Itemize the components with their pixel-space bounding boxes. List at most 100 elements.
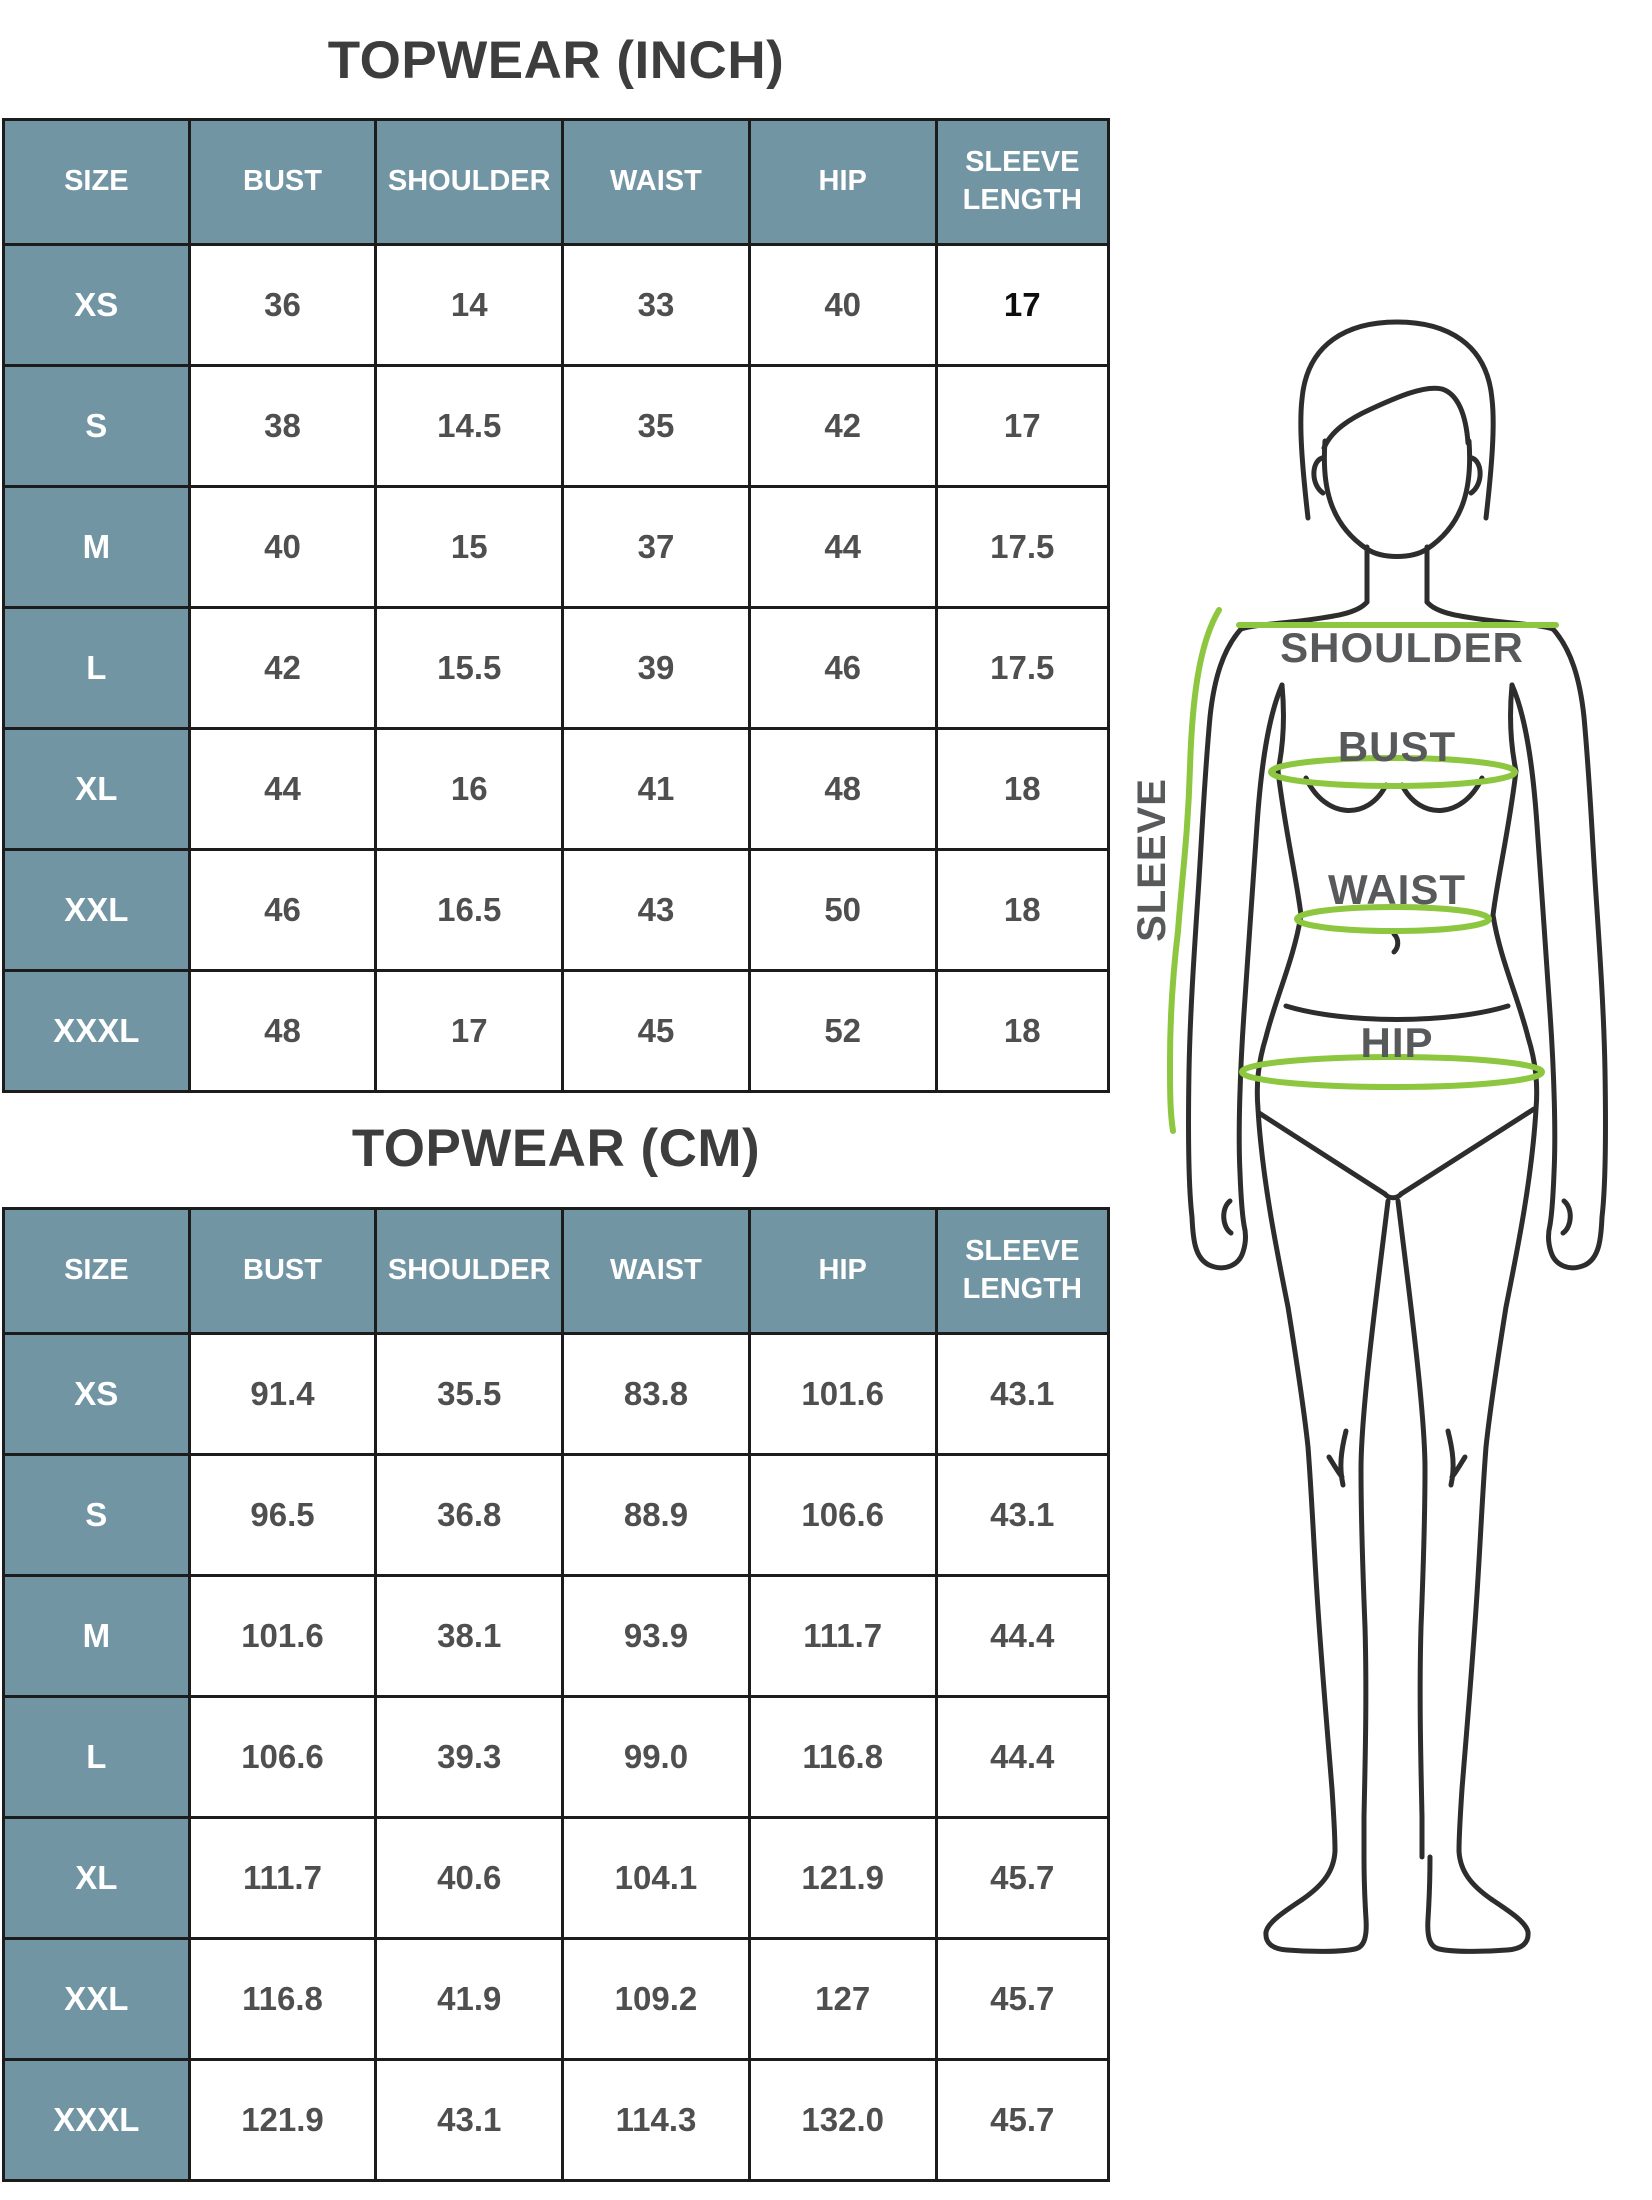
value-cell: 18 <box>934 727 1111 851</box>
hair-outline <box>1298 319 1496 521</box>
value-cell: 33 <box>561 243 751 367</box>
size-cell: XL <box>2 1816 191 1940</box>
value-cell: 17 <box>934 364 1111 488</box>
left-foot <box>1263 1848 1369 1954</box>
navel-mark <box>1391 931 1401 955</box>
size-row-xxl: XXL 116.8 41.9 109.2 127 45.7 <box>2 1937 1111 2061</box>
value-cell: 46 <box>187 848 378 972</box>
column-header-waist: WAIST <box>561 118 751 246</box>
column-header-bust: BUST <box>187 118 378 246</box>
value-cell: 39.3 <box>374 1695 565 1819</box>
value-cell: 45 <box>561 969 751 1093</box>
value-cell: 40 <box>187 485 378 609</box>
crotch-arch <box>1382 1191 1404 1201</box>
column-header-shoulder: SHOULDER <box>374 118 565 246</box>
size-row-xl: XL 44 16 41 48 18 <box>2 727 1111 851</box>
column-header-size: SIZE <box>2 1207 191 1335</box>
right-arm-inner <box>1509 682 1558 1228</box>
value-cell: 40 <box>747 243 938 367</box>
value-cell: 48 <box>747 727 938 851</box>
value-cell: 91.4 <box>187 1332 378 1456</box>
size-cell: S <box>2 1453 191 1577</box>
value-cell: 16.5 <box>374 848 565 972</box>
size-row-m: M 101.6 38.1 93.9 111.7 44.4 <box>2 1574 1111 1698</box>
inner-leg-left <box>1358 1198 1391 1860</box>
female-body-outline <box>1185 319 1609 1954</box>
right-ear <box>1468 455 1483 496</box>
value-cell: 106.6 <box>747 1453 938 1577</box>
value-cell: 18 <box>934 848 1111 972</box>
value-cell: 43.1 <box>934 1453 1111 1577</box>
value-cell: 17 <box>374 969 565 1093</box>
size-cell: XS <box>2 1332 191 1456</box>
sleeve-measure-line <box>1166 607 1222 1134</box>
value-cell: 40.6 <box>374 1816 565 1940</box>
value-cell: 14 <box>374 243 565 367</box>
value-cell: 114.3 <box>561 2058 751 2182</box>
value-cell: 121.9 <box>747 1816 938 1940</box>
waist-measure-line <box>1294 904 1492 934</box>
cm-table-title: TOPWEAR (CM) <box>351 1119 761 1178</box>
torso-leg-right <box>1456 682 1540 1854</box>
value-cell: 106.6 <box>187 1695 378 1819</box>
column-header-sleeve-length: SLEEVE LENGTH <box>934 118 1111 246</box>
figure-label-sleeve: SLEEVE <box>1135 778 1174 942</box>
value-cell: 116.8 <box>747 1695 938 1819</box>
figure-label-hip: HIP <box>1360 1019 1433 1066</box>
face-outline <box>1321 438 1473 559</box>
value-cell: 44.4 <box>934 1574 1111 1698</box>
value-cell: 45.7 <box>934 1937 1111 2061</box>
value-cell: 43 <box>561 848 751 972</box>
size-row-l: L 42 15.5 39 46 17.5 <box>2 606 1111 730</box>
size-cell: M <box>2 485 191 609</box>
size-row-xl: XL 111.7 40.6 104.1 121.9 45.7 <box>2 1816 1111 1940</box>
column-header-hip: HIP <box>747 1207 938 1335</box>
value-cell: 38 <box>187 364 378 488</box>
value-cell: 111.7 <box>187 1816 378 1940</box>
briefs-waistband <box>1283 1003 1511 1022</box>
left-arm-outer <box>1185 626 1248 1271</box>
figure-label-shoulder: SHOULDER <box>1280 624 1524 671</box>
column-header-waist: WAIST <box>561 1207 751 1335</box>
size-cell: S <box>2 364 191 488</box>
size-row-xs: XS 91.4 35.5 83.8 101.6 43.1 <box>2 1332 1111 1456</box>
size-cell: XS <box>2 243 191 367</box>
value-cell: 52 <box>747 969 938 1093</box>
value-cell: 88.9 <box>561 1453 751 1577</box>
value-cell: 43.1 <box>374 2058 565 2182</box>
value-cell: 121.9 <box>187 2058 378 2182</box>
value-cell: 42 <box>747 364 938 488</box>
body-measurement-figure: SHOULDER BUST WAIST HIP SLEEVE <box>1135 319 1609 1954</box>
bust-measure-line <box>1268 755 1518 789</box>
value-cell: 41.9 <box>374 1937 565 2061</box>
left-bust-curve <box>1303 775 1389 813</box>
topwear-inch-table: SIZE BUST SHOULDER WAIST HIP SLEEVE LENGTH XS 3… <box>2 118 1111 1093</box>
size-row-xs: XS 36 14 33 40 17 <box>2 243 1111 367</box>
value-cell: 35 <box>561 364 751 488</box>
size-cell: XXL <box>2 1937 191 2061</box>
value-cell: 111.7 <box>747 1574 938 1698</box>
size-cell: L <box>2 606 191 730</box>
value-cell: 15 <box>374 485 565 609</box>
value-cell: 44.4 <box>934 1695 1111 1819</box>
size-row-m: M 40 15 37 44 17.5 <box>2 485 1111 609</box>
value-cell: 14.5 <box>374 364 565 488</box>
right-knee-marks <box>1445 1428 1468 1488</box>
value-cell: 38.1 <box>374 1574 565 1698</box>
measurement-annotations <box>1166 607 1559 1134</box>
size-cell: L <box>2 1695 191 1819</box>
value-cell: 41 <box>561 727 751 851</box>
value-cell: 93.9 <box>561 1574 751 1698</box>
briefs-edge-left <box>1256 1110 1388 1197</box>
value-cell: 17.5 <box>934 485 1111 609</box>
header-row: SIZE BUST SHOULDER WAIST HIP SLEEVE LENGTH <box>2 118 1111 246</box>
value-cell: 17 <box>934 243 1111 367</box>
value-cell: 36 <box>187 243 378 367</box>
value-cell: 116.8 <box>187 1937 378 2061</box>
figure-label-waist: WAIST <box>1328 866 1466 913</box>
value-cell: 101.6 <box>747 1332 938 1456</box>
left-thumb <box>1221 1198 1234 1236</box>
value-cell: 96.5 <box>187 1453 378 1577</box>
value-cell: 46 <box>747 606 938 730</box>
size-row-xxxl: XXXL 121.9 43.1 114.3 132.0 45.7 <box>2 2058 1111 2182</box>
